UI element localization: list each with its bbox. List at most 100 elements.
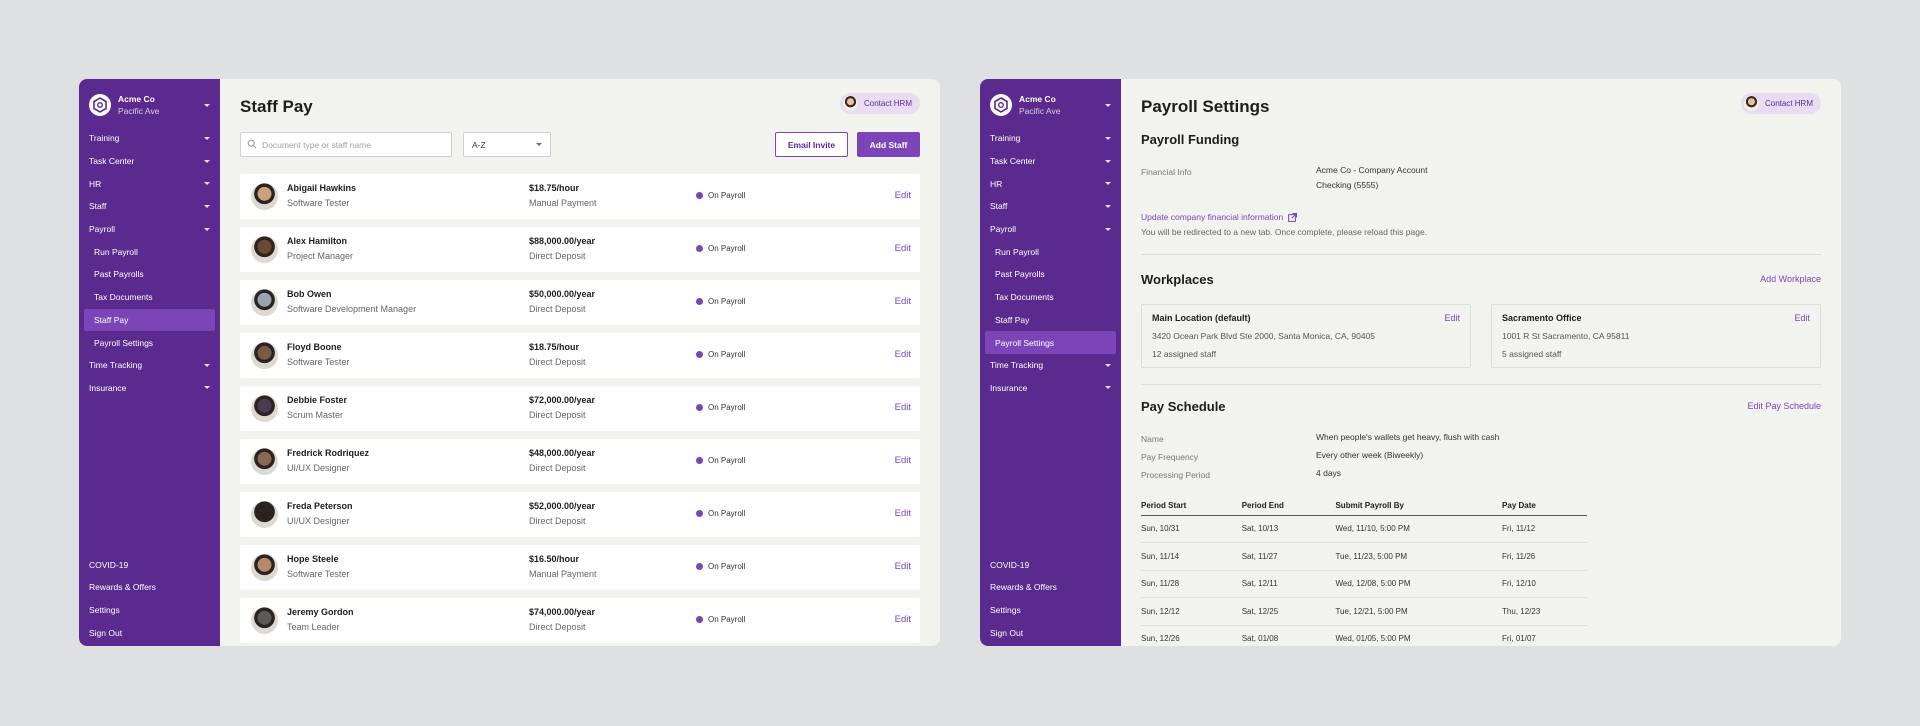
sidebar-item-insurance[interactable]: Insurance [980,377,1121,400]
sidebar-item-sign-out[interactable]: Sign Out [79,621,220,644]
sidebar-item-label: Rewards & Offers [990,582,1057,593]
table-cell: Sat, 10/13 [1241,515,1336,543]
table-row: Sun, 10/31 Sat, 10/13 Wed, 11/10, 5:00 PM F… [1141,515,1587,543]
edit-button[interactable]: Edit [894,508,911,519]
sidebar-item-settings[interactable]: Settings [79,599,220,622]
pay-schedule-heading: Pay Schedule [1141,399,1226,414]
sidebar-item-settings[interactable]: Settings [980,599,1121,622]
sidebar-item-training[interactable]: Training [79,127,220,150]
table-cell: Fri, 11/12 [1502,515,1587,543]
sidebar-item-past-payrolls[interactable]: Past Payrolls [980,263,1121,286]
search-input[interactable]: Document type or staff name [240,132,452,157]
pay-rate: $18.75/hour [529,183,580,193]
search-icon [247,139,262,151]
sidebar-item-payroll[interactable]: Payroll [980,218,1121,241]
sidebar-item-staff[interactable]: Staff [79,195,220,218]
edit-button[interactable]: Edit [894,561,911,572]
table-row: Debbie Foster Scrum Master $72,000.00/year… [240,386,920,431]
divider [1141,254,1821,255]
sidebar-item-label: Settings [89,604,120,615]
sidebar-item-label: Staff Pay [995,314,1030,325]
sidebar-item-run-payroll[interactable]: Run Payroll [980,240,1121,263]
sidebar-item-label: Task Center [990,156,1036,167]
chevron-down-icon [204,182,210,186]
contact-hrm-button[interactable]: Contact HRM [1740,93,1821,114]
sidebar-item-payroll-settings[interactable]: Payroll Settings [79,331,220,354]
email-invite-button[interactable]: Email Invite [775,132,848,157]
sidebar-item-label: Payroll [990,224,1016,235]
sidebar-item-staff-pay[interactable]: Staff Pay [980,309,1121,332]
edit-button[interactable]: Edit [894,614,911,625]
edit-button[interactable]: Edit [894,296,911,307]
sidebar-item-label: Payroll Settings [94,337,154,348]
staff-pay-window: Acme Co Pacific Ave Training Task Center… [79,79,940,646]
staff-name: Bob Owen [287,289,332,299]
sidebar-item-insurance[interactable]: Insurance [79,377,220,400]
edit-button[interactable]: Edit [894,402,911,413]
sidebar-item-label: Sign Out [89,627,123,638]
sidebar-item-label: Payroll Settings [995,337,1055,348]
sidebar-item-staff-pay[interactable]: Staff Pay [84,308,215,332]
table-cell: Fri, 12/10 [1502,570,1587,598]
table-row: Hope Steele Software Tester $16.50/hour Man… [240,545,920,590]
sidebar-item-time-tracking[interactable]: Time Tracking [79,354,220,377]
sidebar-item-rewards[interactable]: Rewards & Offers [980,576,1121,599]
avatar [251,554,278,581]
sidebar-item-payroll[interactable]: Payroll [79,218,220,241]
sidebar-item-hr[interactable]: HR [79,172,220,195]
table-cell: Sat, 12/25 [1241,597,1336,626]
sidebar-item-tax-documents[interactable]: Tax Documents [79,286,220,309]
edit-workplace-button[interactable]: Edit [1444,313,1460,323]
staff-name: Hope Steele [287,554,339,564]
sidebar-item-label: Run Payroll [995,246,1039,257]
brand-switcher[interactable]: Acme Co Pacific Ave [980,79,1121,121]
edit-button[interactable]: Edit [894,455,911,466]
add-staff-button[interactable]: Add Staff [857,132,920,157]
status-dot-icon [696,192,703,199]
sidebar-item-time-tracking[interactable]: Time Tracking [980,354,1121,377]
brand-location: Pacific Ave [1019,106,1061,116]
column-header: Period Start [1141,497,1242,516]
sidebar-item-label: Time Tracking [990,360,1044,371]
sidebar-item-task-center[interactable]: Task Center [79,150,220,173]
sidebar-item-payroll-settings[interactable]: Payroll Settings [985,331,1116,354]
sidebar-item-hr[interactable]: HR [980,172,1121,195]
table-row: Sun, 11/28 Sat, 12/11 Wed, 12/08, 5:00 PM F… [1141,570,1587,598]
add-workplace-link[interactable]: Add Workplace [1760,274,1821,284]
pay-frequency-value: Every other week (Biweekly) [1316,450,1424,460]
contact-hrm-button[interactable]: Contact HRM [839,93,920,114]
edit-button[interactable]: Edit [894,243,911,254]
payment-method: Direct Deposit [529,622,586,632]
sidebar-item-task-center[interactable]: Task Center [980,150,1121,173]
payment-method: Direct Deposit [529,516,586,526]
sidebar-item-run-payroll[interactable]: Run Payroll [79,240,220,263]
edit-button[interactable]: Edit [894,349,911,360]
brand-switcher[interactable]: Acme Co Pacific Ave [79,79,220,121]
sidebar-item-tax-documents[interactable]: Tax Documents [980,286,1121,309]
sidebar-item-past-payrolls[interactable]: Past Payrolls [79,263,220,286]
sidebar-item-label: Insurance [89,382,127,393]
sort-select[interactable]: A-Z [463,132,551,157]
sidebar: Acme Co Pacific Ave Training Task Center… [980,79,1121,646]
status-label: On Payroll [708,615,746,624]
avatar [251,236,278,263]
edit-pay-schedule-link[interactable]: Edit Pay Schedule [1747,401,1821,411]
chevron-down-icon [1105,227,1111,231]
sidebar-item-covid[interactable]: COVID-19 [980,553,1121,576]
sidebar-item-rewards[interactable]: Rewards & Offers [79,576,220,599]
column-header: Period End [1241,497,1336,516]
edit-button[interactable]: Edit [894,190,911,201]
sidebar-item-training[interactable]: Training [980,127,1121,150]
financial-info-checking: Checking (5555) [1316,180,1379,190]
sidebar-item-staff[interactable]: Staff [980,195,1121,218]
status-badge: On Payroll [696,350,745,359]
update-financial-info-link[interactable]: Update company financial information [1141,212,1298,222]
table-row: Sun, 11/14 Sat, 11/27 Tue, 11/23, 5:00 PM F… [1141,542,1587,571]
sidebar-item-covid[interactable]: COVID-19 [79,553,220,576]
brand-name: Acme Co [118,94,155,104]
edit-workplace-button[interactable]: Edit [1794,313,1810,323]
sidebar-item-sign-out[interactable]: Sign Out [980,621,1121,644]
staff-role: UI/UX Designer [287,463,350,473]
pay-rate: $18.75/hour [529,342,580,352]
staff-name: Jeremy Gordon [287,607,354,617]
